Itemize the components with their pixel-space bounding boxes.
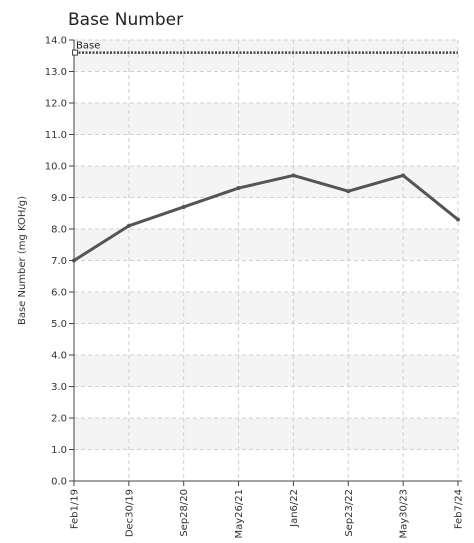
y-tick-label: 7.0 <box>51 256 67 267</box>
y-tick-label: 10.0 <box>45 162 67 173</box>
data-point <box>72 258 76 263</box>
data-point <box>236 186 241 191</box>
data-point <box>126 223 131 228</box>
y-axis-label: Base Number (mg KOH/g) <box>17 196 28 325</box>
y-tick-label: 9.0 <box>51 193 67 204</box>
x-tick-label: Sep23/22 <box>344 489 355 537</box>
y-tick-label: 0.0 <box>51 477 67 488</box>
band <box>74 103 458 135</box>
x-tick-label: Sep28/20 <box>179 489 190 537</box>
band <box>74 355 458 387</box>
x-tick-label: Dec30/19 <box>124 489 135 537</box>
y-tick-label: 5.0 <box>51 319 67 330</box>
band <box>74 229 458 261</box>
x-tick-label: Feb7/24 <box>454 489 465 529</box>
y-tick-label: 11.0 <box>45 130 67 141</box>
series-polyline <box>72 173 460 262</box>
base-reference-line: Base <box>72 41 458 56</box>
x-tick-label: May26/21 <box>234 489 245 539</box>
series-line <box>72 173 460 263</box>
y-tick-label: 2.0 <box>51 414 67 425</box>
grid-lines <box>74 39 459 481</box>
data-point <box>401 173 406 178</box>
x-tick-labels: Feb1/19 Dec30/19 Sep28/20 May26/21 Jan6/22 Se… <box>70 481 465 539</box>
y-tick-label: 12.0 <box>45 99 67 110</box>
data-point <box>456 217 460 222</box>
background-bands <box>74 40 458 450</box>
y-tick-label: 8.0 <box>51 225 67 236</box>
y-tick-label: 3.0 <box>51 382 67 393</box>
band <box>74 418 458 450</box>
x-tick-label: Feb1/19 <box>70 489 81 529</box>
band <box>74 40 458 72</box>
y-tick-labels: 0.0 1.0 2.0 3.0 4.0 5.0 6.0 7.0 8.0 9.0 10.0 11.0 12… <box>45 36 74 488</box>
data-point <box>346 189 351 194</box>
data-point <box>291 173 296 178</box>
y-tick-label: 4.0 <box>51 351 67 362</box>
y-tick-label: 14.0 <box>45 36 67 47</box>
x-tick-label: Jan6/22 <box>289 489 300 528</box>
x-tick-label: May30/23 <box>399 489 410 539</box>
y-tick-label: 13.0 <box>45 67 67 78</box>
band <box>74 292 458 324</box>
base-label: Base <box>76 41 100 52</box>
y-tick-label: 1.0 <box>51 445 67 456</box>
data-point <box>181 204 186 209</box>
chart-title: Base Number <box>68 10 183 30</box>
y-tick-label: 6.0 <box>51 288 67 299</box>
base-marker <box>72 49 78 56</box>
